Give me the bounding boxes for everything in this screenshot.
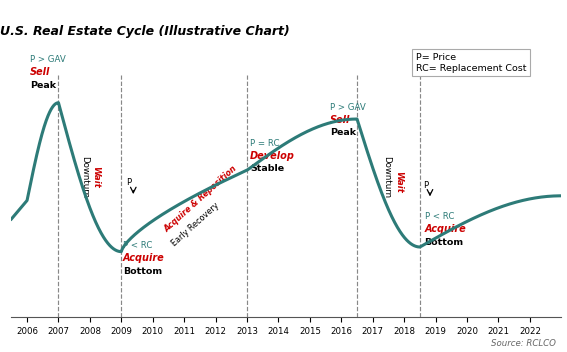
Text: Downturn: Downturn (80, 156, 89, 198)
Text: Acquire: Acquire (425, 224, 467, 234)
Text: Sell: Sell (30, 67, 50, 77)
Text: Source: RCLCO: Source: RCLCO (491, 339, 556, 348)
Text: Bottom: Bottom (123, 267, 162, 276)
Text: Peak: Peak (30, 81, 56, 90)
Text: P: P (423, 181, 428, 190)
Text: Sell: Sell (331, 114, 351, 125)
Text: Peak: Peak (331, 128, 357, 137)
Text: Stable: Stable (250, 164, 284, 174)
Text: P= Price
RC= Replacement Cost: P= Price RC= Replacement Cost (416, 53, 526, 73)
Text: Bottom: Bottom (425, 238, 464, 247)
Text: Acquire & Reposition: Acquire & Reposition (162, 164, 239, 234)
Text: P = RC: P = RC (250, 139, 280, 148)
Text: P < RC: P < RC (425, 212, 454, 221)
Text: P > GAV: P > GAV (331, 103, 366, 112)
Text: Wait: Wait (91, 166, 100, 188)
Text: P < RC: P < RC (123, 241, 153, 250)
Text: U.S. Real Estate Cycle (Illustrative Chart): U.S. Real Estate Cycle (Illustrative Cha… (1, 25, 290, 38)
Text: Early Recovery: Early Recovery (170, 201, 221, 248)
Text: Downturn: Downturn (382, 156, 391, 198)
Text: Develop: Develop (250, 151, 295, 161)
Text: P: P (126, 178, 131, 187)
Text: Acquire: Acquire (123, 253, 164, 263)
Text: P > GAV: P > GAV (30, 55, 66, 64)
Text: Wait: Wait (394, 171, 403, 193)
